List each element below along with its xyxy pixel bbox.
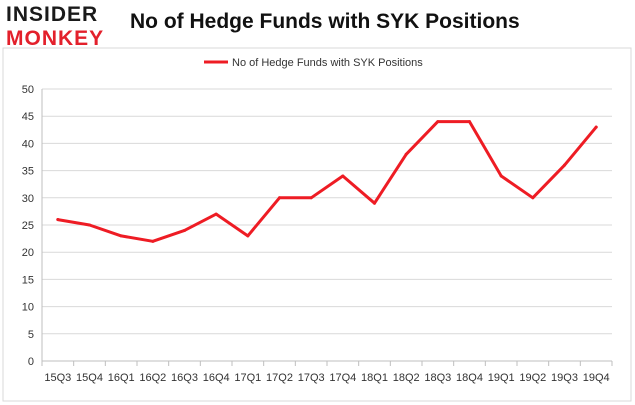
data-point	[436, 120, 440, 124]
plot-frame	[2, 47, 632, 402]
x-tick-label: 17Q4	[329, 372, 356, 384]
x-axis: 15Q3 15Q4 16Q1 16Q2 16Q3 16Q4 17Q1 17Q2 17Q3 17Q4…	[41, 360, 613, 384]
y-tick-label: 15	[22, 274, 34, 286]
x-tick-label: 16Q1	[108, 372, 135, 384]
data-point	[341, 174, 345, 178]
y-tick-label: 5	[28, 329, 34, 341]
y-tick-label: 25	[22, 220, 34, 232]
data-point	[56, 218, 60, 222]
x-tick-label: 16Q2	[139, 372, 166, 384]
series-group	[56, 120, 598, 243]
data-point	[278, 196, 281, 200]
legend: No of Hedge Funds with SYK Positions	[204, 57, 423, 69]
data-point	[246, 234, 250, 238]
logo-text-monkey: MONKEY	[6, 27, 105, 50]
x-tick-label: 19Q4	[583, 372, 610, 384]
data-point	[468, 120, 471, 124]
data-point	[151, 239, 155, 243]
data-point	[404, 152, 408, 156]
y-tick-label: 0	[28, 356, 34, 368]
data-point	[563, 163, 566, 167]
y-tick-label: 50	[22, 84, 34, 96]
x-tick-label: 15Q3	[44, 372, 71, 384]
insider-monkey-logo: INSIDER MONKEY	[6, 4, 116, 52]
x-tick-label: 15Q4	[76, 372, 103, 384]
x-tick-label: 16Q3	[171, 372, 198, 384]
data-point	[119, 234, 123, 238]
y-tick-label: 10	[22, 302, 34, 314]
y-tick-label: 40	[22, 138, 34, 150]
legend-label: No of Hedge Funds with SYK Positions	[232, 57, 423, 69]
series-line	[56, 120, 598, 243]
data-point	[594, 125, 598, 129]
logo-text-insider: INSIDER	[6, 3, 99, 26]
y-tick-label: 20	[22, 247, 34, 259]
y-tick-label: 45	[22, 111, 34, 123]
data-point	[88, 223, 91, 227]
x-tick-label: 18Q3	[424, 372, 451, 384]
x-tick-label: 17Q3	[298, 372, 325, 384]
x-tick-label: 16Q4	[203, 372, 230, 384]
chart-title: No of Hedge Funds with SYK Positions	[130, 10, 520, 33]
x-tick-label: 17Q1	[234, 372, 261, 384]
data-point	[309, 196, 313, 200]
gridlines	[42, 88, 612, 335]
x-tick-label: 17Q2	[266, 372, 293, 384]
x-tick-label: 18Q1	[361, 372, 388, 384]
y-axis: 0 5 10 15 20 25 30 35 40 45 50	[22, 84, 43, 368]
x-tick-label: 18Q4	[456, 372, 483, 384]
x-tick-label: 19Q2	[519, 372, 546, 384]
y-tick-label: 35	[22, 166, 34, 178]
data-point	[499, 174, 503, 178]
x-tick-label: 18Q2	[393, 372, 420, 384]
x-tick-label: 19Q3	[551, 372, 578, 384]
data-point	[531, 196, 535, 200]
data-point	[183, 228, 186, 232]
data-point	[373, 201, 376, 205]
x-tick-label: 19Q1	[488, 372, 515, 384]
y-tick-label: 30	[22, 193, 34, 205]
data-point	[214, 212, 218, 216]
